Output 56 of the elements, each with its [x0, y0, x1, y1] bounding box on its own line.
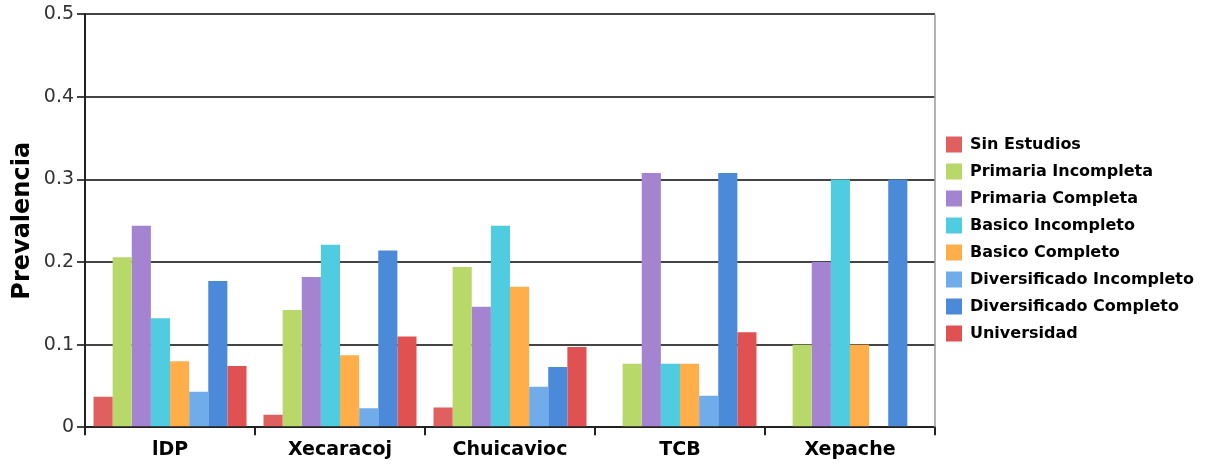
bar — [471, 306, 491, 427]
bar — [622, 363, 642, 427]
bar — [112, 257, 132, 427]
bar — [510, 286, 530, 427]
bar — [433, 407, 453, 427]
bar — [792, 344, 812, 427]
bar — [718, 172, 738, 427]
bar — [737, 332, 757, 427]
bar — [189, 391, 209, 427]
bar — [320, 244, 340, 427]
y-tick-label: 0 — [61, 414, 75, 437]
legend-label: Basico Completo — [969, 241, 1120, 261]
bar — [452, 267, 472, 427]
bar — [263, 414, 283, 427]
bar — [679, 363, 700, 427]
y-axis-title: Prevalencia — [6, 141, 35, 300]
bar — [849, 344, 870, 427]
bar — [359, 408, 379, 427]
bar — [397, 336, 417, 427]
legend-label: Diversificado Completo — [969, 295, 1179, 315]
bar — [340, 355, 360, 427]
bar — [93, 396, 113, 427]
x-tick-label: Xepache — [804, 436, 896, 459]
legend-label: Universidad — [969, 322, 1078, 342]
x-tick-label: lDP — [151, 436, 189, 459]
y-tick-label: 0.4 — [43, 83, 75, 106]
bar — [227, 366, 247, 427]
bar — [660, 363, 680, 427]
bar — [888, 179, 908, 427]
x-tick-label: Xecaracoj — [287, 436, 393, 459]
legend-label: Primaria Completa — [969, 187, 1138, 207]
legend-label: Diversificado Incompleto — [969, 268, 1195, 288]
bar — [378, 250, 398, 427]
bar — [830, 179, 850, 427]
bar — [641, 172, 661, 427]
legend-label: Sin Estudios — [969, 133, 1081, 153]
bar — [208, 281, 228, 427]
bar — [170, 361, 190, 427]
y-tick-label: 0.2 — [43, 249, 75, 272]
bar — [301, 276, 321, 427]
bar — [490, 225, 510, 427]
y-tick-label: 0.5 — [43, 1, 75, 24]
x-tick-label: Chuicavioc — [452, 436, 568, 459]
bar — [131, 225, 151, 427]
bar — [150, 318, 171, 427]
bar — [567, 347, 587, 427]
bar — [811, 262, 831, 427]
legend-label: Primaria Incompleta — [969, 160, 1154, 180]
bar — [548, 366, 568, 427]
bar — [529, 386, 549, 427]
y-tick-label: 0.3 — [43, 166, 75, 189]
legend-label: Basico Incompleto — [969, 214, 1135, 234]
y-tick-label: 0.1 — [43, 331, 75, 354]
bar — [282, 309, 302, 427]
bar — [699, 395, 719, 427]
x-tick-label: TCB — [659, 436, 701, 459]
